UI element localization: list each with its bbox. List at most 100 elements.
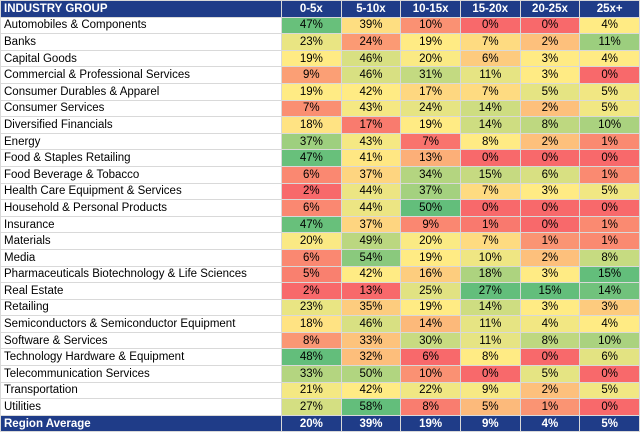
value-cell: 6% [459, 49, 521, 68]
value-cell: 27% [281, 398, 342, 416]
table-row: Food & Staples Retailing 47% 41% 13% 0% 0% 0% [0, 149, 640, 167]
value-cell: 2% [519, 248, 581, 267]
value-cell: 39% [340, 16, 402, 35]
value-cell: 24% [340, 33, 402, 51]
value-cell: 0% [579, 149, 640, 167]
value-cell: 10% [579, 331, 640, 350]
value-cell: 0% [519, 348, 581, 367]
column-header: 10-15x [400, 0, 461, 18]
table-row: Automobiles & Components 47% 39% 10% 0% 0% 4% [0, 16, 640, 35]
value-cell: 0% [519, 199, 581, 217]
region-average-value: 5% [579, 414, 640, 432]
table-row: Diversified Financials 18% 17% 19% 14% 8% 10% [0, 116, 640, 134]
table-row: Real Estate 2% 13% 25% 27% 15% 14% [0, 282, 640, 300]
value-cell: 20% [400, 49, 461, 68]
value-cell: 23% [281, 33, 342, 51]
value-cell: 42% [340, 381, 402, 400]
region-average-value: 19% [400, 414, 461, 432]
industry-group-header: INDUSTRY GROUP [0, 0, 282, 18]
region-average-label: Region Average [0, 414, 282, 432]
table-row: Transportation 21% 42% 22% 9% 2% 5% [0, 381, 640, 400]
industry-name: Pharmaceuticals Biotechnology & Life Sci… [0, 265, 282, 284]
value-cell: 18% [281, 315, 342, 333]
value-cell: 0% [519, 149, 581, 167]
value-cell: 3% [519, 298, 581, 317]
value-cell: 0% [459, 149, 521, 167]
value-cell: 1% [579, 232, 640, 250]
table-row: Household & Personal Products 6% 44% 50% 0% 0… [0, 199, 640, 217]
value-cell: 25% [400, 282, 461, 300]
industry-name: Capital Goods [0, 49, 282, 68]
value-cell: 54% [340, 248, 402, 267]
value-cell: 1% [519, 232, 581, 250]
value-cell: 9% [400, 215, 461, 234]
value-cell: 17% [400, 82, 461, 101]
value-cell: 37% [340, 165, 402, 184]
industry-name: Retailing [0, 298, 282, 317]
value-cell: 33% [281, 365, 342, 383]
value-cell: 15% [459, 165, 521, 184]
value-cell: 2% [281, 182, 342, 201]
value-cell: 11% [459, 315, 521, 333]
value-cell: 3% [519, 265, 581, 284]
industry-name: Semiconductors & Semiconductor Equipment [0, 315, 282, 333]
table-row: Capital Goods 19% 46% 20% 6% 3% 4% [0, 49, 640, 68]
value-cell: 19% [400, 248, 461, 267]
value-cell: 6% [281, 165, 342, 184]
value-cell: 2% [281, 282, 342, 300]
table-row: Insurance 47% 37% 9% 1% 0% 1% [0, 215, 640, 234]
value-cell: 21% [281, 381, 342, 400]
value-cell: 6% [579, 348, 640, 367]
table-row: Consumer Durables & Apparel 19% 42% 17% 7% 5%… [0, 82, 640, 101]
industry-name: Automobiles & Components [0, 16, 282, 35]
value-cell: 14% [459, 99, 521, 118]
value-cell: 5% [579, 99, 640, 118]
table-row: Energy 37% 43% 7% 8% 2% 1% [0, 132, 640, 151]
value-cell: 58% [340, 398, 402, 416]
value-cell: 23% [281, 298, 342, 317]
value-cell: 44% [340, 182, 402, 201]
value-cell: 7% [459, 182, 521, 201]
value-cell: 43% [340, 99, 402, 118]
value-cell: 42% [340, 82, 402, 101]
industry-name: Household & Personal Products [0, 199, 282, 217]
value-cell: 0% [579, 365, 640, 383]
value-cell: 3% [519, 49, 581, 68]
value-cell: 17% [340, 116, 402, 134]
value-cell: 7% [400, 132, 461, 151]
value-cell: 1% [459, 215, 521, 234]
value-cell: 13% [400, 149, 461, 167]
value-cell: 4% [579, 16, 640, 35]
value-cell: 0% [519, 16, 581, 35]
column-header: 20-25x [519, 0, 581, 18]
value-cell: 24% [400, 99, 461, 118]
value-cell: 11% [579, 33, 640, 51]
value-cell: 47% [281, 16, 342, 35]
value-cell: 8% [519, 116, 581, 134]
value-cell: 46% [340, 49, 402, 68]
value-cell: 27% [459, 282, 521, 300]
value-cell: 11% [459, 331, 521, 350]
value-cell: 3% [519, 182, 581, 201]
industry-name: Banks [0, 33, 282, 51]
value-cell: 33% [340, 331, 402, 350]
value-cell: 15% [519, 282, 581, 300]
value-cell: 50% [400, 199, 461, 217]
value-cell: 8% [459, 348, 521, 367]
region-average-value: 39% [340, 414, 402, 432]
industry-name: Materials [0, 232, 282, 250]
table-row: Commercial & Professional Services 9% 46% 3… [0, 66, 640, 84]
column-header: 15-20x [459, 0, 521, 18]
industry-name: Transportation [0, 381, 282, 400]
value-cell: 10% [400, 365, 461, 383]
value-cell: 47% [281, 149, 342, 167]
value-cell: 20% [281, 232, 342, 250]
value-cell: 22% [400, 381, 461, 400]
value-cell: 19% [400, 298, 461, 317]
industry-name: Technology Hardware & Equipment [0, 348, 282, 367]
value-cell: 5% [519, 365, 581, 383]
value-cell: 4% [579, 49, 640, 68]
value-cell: 13% [340, 282, 402, 300]
table-row: Pharmaceuticals Biotechnology & Life Sci… [0, 265, 640, 284]
